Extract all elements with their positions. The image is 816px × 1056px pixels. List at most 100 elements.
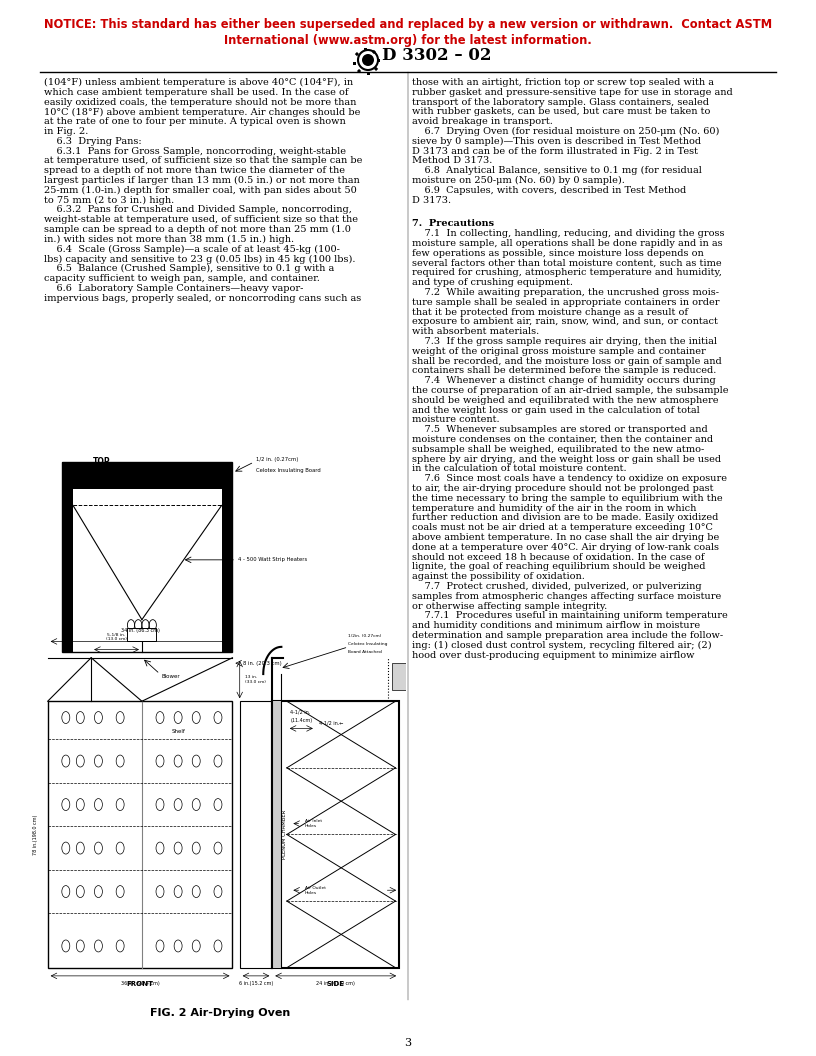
Text: (104°F) unless ambient temperature is above 40°C (104°F), in: (104°F) unless ambient temperature is ab…	[44, 78, 353, 88]
Text: 6.8  ​Analytical Balance, sensitive to 0.1 mg (for residual: 6.8 ​Analytical Balance, sensitive to 0.…	[412, 166, 702, 175]
Text: PLENUM CHAMBER: PLENUM CHAMBER	[282, 810, 287, 860]
Text: Board Attached: Board Attached	[348, 650, 382, 655]
Text: 6.9  ​Capsules, with covers, described in Test Method: 6.9 ​Capsules, with covers, described in…	[412, 186, 686, 194]
Bar	[62, 461, 233, 489]
Text: weight of the original gross moisture sample and container: weight of the original gross moisture sa…	[412, 346, 706, 356]
Text: or otherwise affecting sample integrity.: or otherwise affecting sample integrity.	[412, 602, 607, 610]
Text: those with an airtight, friction top or screw top sealed with a: those with an airtight, friction top or …	[412, 78, 714, 87]
Text: moisture condenses on the container, then the container and: moisture condenses on the container, the…	[412, 435, 713, 444]
Text: Air Outlet
Holes: Air Outlet Holes	[305, 886, 326, 894]
Text: FRONT: FRONT	[126, 981, 153, 986]
Text: Shelf: Shelf	[171, 729, 185, 734]
Text: 7.7.1  Procedures useful in maintaining uniform temperature: 7.7.1 Procedures useful in maintaining u…	[412, 611, 728, 621]
Text: NOTICE: This standard has either been superseded and replaced by a new version o: NOTICE: This standard has either been su…	[44, 18, 772, 31]
Text: FIG. 2 Air-Drying Oven: FIG. 2 Air-Drying Oven	[150, 1008, 290, 1018]
Text: 7.7  Protect crushed, divided, pulverized, or pulverizing: 7.7 Protect crushed, divided, pulverized…	[412, 582, 702, 591]
Text: largest particles if larger than 13 mm (0.5 in.) or not more than: largest particles if larger than 13 mm (…	[44, 176, 360, 185]
Bar	[363, 48, 366, 51]
Text: in the calculation of total moisture content.: in the calculation of total moisture con…	[412, 465, 627, 473]
Text: at the rate of one to four per minute. A typical oven is shown: at the rate of one to four per minute. A…	[44, 117, 346, 127]
Text: the time necessary to bring the sample to equilibrium with the: the time necessary to bring the sample t…	[412, 494, 723, 503]
Bar	[377, 58, 380, 61]
Text: 6.3.1  ​Pans for Gross Sample, noncorroding, weight-stable: 6.3.1 ​Pans for Gross Sample, noncorrodi…	[44, 147, 346, 155]
Text: and the weight loss or gain used in the calculation of total: and the weight loss or gain used in the …	[412, 406, 700, 415]
Text: 6.3  ​Drying Pans:: 6.3 ​Drying Pans:	[44, 137, 142, 146]
Text: lignite, the goal of reaching equilibrium should be weighed: lignite, the goal of reaching equilibriu…	[412, 563, 706, 571]
Text: containers shall be determined before the sample is reduced.: containers shall be determined before th…	[412, 366, 716, 375]
Text: Method D 3173.: Method D 3173.	[412, 156, 492, 166]
Text: Air Inlet
Holes: Air Inlet Holes	[305, 819, 322, 828]
Text: 1/2 in. (0.27cm): 1/2 in. (0.27cm)	[256, 457, 299, 461]
Bar	[273, 701, 282, 967]
Text: determination and sample preparation area include the follow-: determination and sample preparation are…	[412, 631, 723, 640]
Text: 24 in. (61.0 cm): 24 in. (61.0 cm)	[317, 981, 355, 986]
Text: moisture on 250-μm (No. 60) by 0 sample).: moisture on 250-μm (No. 60) by 0 sample)…	[412, 176, 625, 185]
Text: easily oxidized coals, the temperature should not be more than: easily oxidized coals, the temperature s…	[44, 97, 357, 107]
Text: avoid breakage in transport.: avoid breakage in transport.	[412, 117, 553, 127]
Bar	[353, 61, 356, 64]
Text: 5-1/8 in.
(13.0 cm): 5-1/8 in. (13.0 cm)	[106, 633, 127, 641]
Text: coals must not be air dried at a temperature exceeding 10°C: coals must not be air dried at a tempera…	[412, 523, 713, 532]
Text: capacity sufficient to weigh pan, sample, and container.: capacity sufficient to weigh pan, sample…	[44, 274, 320, 283]
Text: transport of the laboratory sample. Glass containers, sealed: transport of the laboratory sample. Glas…	[412, 97, 709, 107]
Text: lbs) capacity and sensitive to 23 g (0.05 lbs) in 45 kg (100 lbs).: lbs) capacity and sensitive to 23 g (0.0…	[44, 254, 356, 264]
Text: 34 in. (86.3 cm): 34 in. (86.3 cm)	[121, 628, 159, 634]
Text: 7.4  Whenever a distinct change of humidity occurs during: 7.4 Whenever a distinct change of humidi…	[412, 376, 716, 385]
Text: rubber gasket and pressure-sensitive tape for use in storage and: rubber gasket and pressure-sensitive tap…	[412, 88, 733, 97]
Text: that it be protected from moisture change as a result of: that it be protected from moisture chang…	[412, 307, 688, 317]
Bar	[372, 50, 376, 54]
Text: 13 in.
(33.0 cm): 13 in. (33.0 cm)	[245, 675, 266, 684]
Text: the course of preparation of an air-dried sample, the subsample: the course of preparation of an air-drie…	[412, 386, 729, 395]
Bar	[62, 489, 73, 653]
Text: in.) with sides not more than 38 mm (1.5 in.) high.: in.) with sides not more than 38 mm (1.5…	[44, 234, 294, 244]
Text: 7.  Precautions: 7. Precautions	[412, 220, 494, 228]
Text: 4 - 500 Watt Strip Heaters: 4 - 500 Watt Strip Heaters	[238, 558, 307, 563]
Text: International (www.astm.org) for the latest information.: International (www.astm.org) for the lat…	[224, 34, 592, 48]
Text: moisture sample, all operations shall be done rapidly and in as: moisture sample, all operations shall be…	[412, 239, 723, 248]
Bar	[374, 67, 378, 71]
Text: done at a temperature over 40°C. Air drying of low-rank coals: done at a temperature over 40°C. Air dry…	[412, 543, 719, 552]
Text: should be weighed and equilibrated with the new atmosphere: should be weighed and equilibrated with …	[412, 396, 719, 404]
Text: 8 in. (20.3 cm): 8 in. (20.3 cm)	[243, 661, 282, 665]
Text: Blower: Blower	[162, 675, 180, 679]
Text: 7.1  In collecting, handling, reducing, and dividing the gross: 7.1 In collecting, handling, reducing, a…	[412, 229, 725, 239]
Text: several factors other than total moisture content, such as time: several factors other than total moistur…	[412, 259, 721, 267]
Text: temperature and humidity of the air in the room in which: temperature and humidity of the air in t…	[412, 504, 696, 512]
Text: TOP: TOP	[93, 457, 111, 467]
Text: 4-1/2 in.←: 4-1/2 in.←	[319, 720, 344, 725]
Text: 3: 3	[405, 1038, 411, 1048]
Text: few operations as possible, since moisture loss depends on: few operations as possible, since moistu…	[412, 249, 703, 258]
Text: 6.5  ​Balance (Crushed Sample), sensitive to 0.1 g with a: 6.5 ​Balance (Crushed Sample), sensitive…	[44, 264, 335, 274]
Text: 6.7  ​Drying Oven (for residual moisture on 250-μm (No. 60): 6.7 ​Drying Oven (for residual moisture …	[412, 127, 720, 136]
Text: 7.5  Whenever subsamples are stored or transported and: 7.5 Whenever subsamples are stored or tr…	[412, 426, 707, 434]
Text: 6.3.2  ​Pans for Crushed and Divided Sample, noncorroding,: 6.3.2 ​Pans for Crushed and Divided Samp…	[44, 206, 352, 214]
Text: to 75 mm (2 to 3 in.) high.: to 75 mm (2 to 3 in.) high.	[44, 195, 175, 205]
Text: in Fig. 2.: in Fig. 2.	[44, 127, 88, 136]
Bar	[366, 72, 370, 75]
Text: 10°C (18°F) above ambient temperature. Air changes should be: 10°C (18°F) above ambient temperature. A…	[44, 108, 361, 116]
Text: sieve by 0 sample)—This oven is described in Test Method: sieve by 0 sample)—This oven is describe…	[412, 137, 701, 146]
Text: 36 in. (91.4 cm): 36 in. (91.4 cm)	[121, 981, 159, 986]
Text: with rubber gaskets, can be used, but care must be taken to: with rubber gaskets, can be used, but ca…	[412, 108, 711, 116]
Text: against the possibility of oxidation.: against the possibility of oxidation.	[412, 572, 585, 581]
Text: exposure to ambient air, rain, snow, wind, and sun, or contact: exposure to ambient air, rain, snow, win…	[412, 318, 718, 326]
Text: required for crushing, atmospheric temperature and humidity,: required for crushing, atmospheric tempe…	[412, 268, 722, 278]
Text: 6 in.(15.2 cm): 6 in.(15.2 cm)	[239, 981, 273, 986]
Text: impervious bags, properly sealed, or noncorroding cans such as: impervious bags, properly sealed, or non…	[44, 294, 361, 303]
Text: 7.3  If the gross sample requires air drying, then the initial: 7.3 If the gross sample requires air dry…	[412, 337, 717, 346]
Text: sample can be spread to a depth of not more than 25 mm (1.0: sample can be spread to a depth of not m…	[44, 225, 351, 234]
Text: 25-mm (1.0-in.) depth for smaller coal, with pan sides about 50: 25-mm (1.0-in.) depth for smaller coal, …	[44, 186, 357, 195]
Text: 1/2in. (0.27cm): 1/2in. (0.27cm)	[348, 634, 382, 638]
Text: 78 in.(198.0 cm): 78 in.(198.0 cm)	[33, 814, 38, 854]
Text: 6.6  ​Laboratory Sample Containers—heavy vapor-: 6.6 ​Laboratory Sample Containers—heavy …	[44, 284, 304, 293]
Text: 6.4  ​Scale (Gross Sample)—a scale of at least 45-kg (100-: 6.4 ​Scale (Gross Sample)—a scale of at …	[44, 245, 340, 253]
Text: Celotex Insulating Board: Celotex Insulating Board	[256, 468, 321, 473]
Text: samples from atmospheric changes affecting surface moisture: samples from atmospheric changes affecti…	[412, 591, 721, 601]
Bar	[62, 461, 233, 653]
Bar	[47, 701, 233, 967]
Text: further reduction and division are to be made. Easily oxidized: further reduction and division are to be…	[412, 513, 718, 523]
Text: above ambient temperature. In no case shall the air drying be: above ambient temperature. In no case sh…	[412, 533, 719, 542]
Bar	[273, 701, 399, 967]
Text: should not exceed 18 h because of oxidation. In the case of: should not exceed 18 h because of oxidat…	[412, 552, 704, 562]
Text: D 3173.: D 3173.	[412, 195, 451, 205]
